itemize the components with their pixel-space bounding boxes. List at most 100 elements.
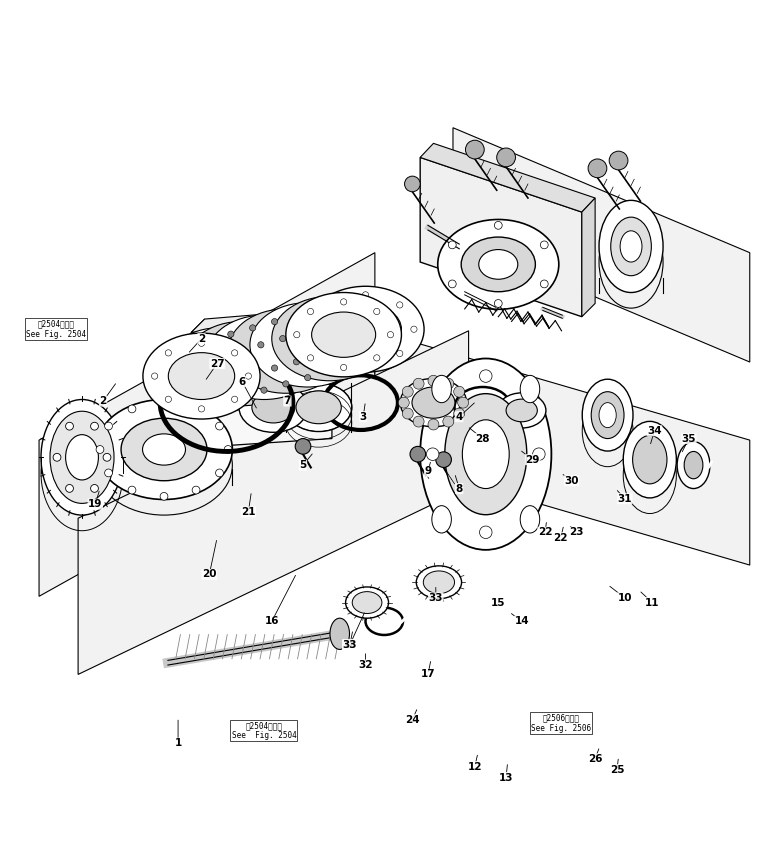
Ellipse shape (461, 237, 536, 292)
Circle shape (540, 241, 548, 249)
Ellipse shape (506, 399, 537, 422)
Polygon shape (191, 307, 345, 332)
Circle shape (198, 340, 205, 346)
Circle shape (337, 318, 344, 325)
Circle shape (152, 373, 158, 380)
Circle shape (428, 419, 439, 430)
Circle shape (326, 368, 333, 374)
Circle shape (294, 378, 300, 384)
Circle shape (224, 446, 232, 453)
Text: 14: 14 (515, 616, 529, 627)
Circle shape (328, 301, 334, 308)
Circle shape (286, 361, 292, 367)
Ellipse shape (437, 220, 559, 309)
Circle shape (351, 341, 358, 348)
Polygon shape (39, 253, 375, 596)
Ellipse shape (432, 506, 451, 533)
Circle shape (105, 469, 112, 477)
Circle shape (341, 299, 347, 305)
Circle shape (316, 325, 322, 331)
Circle shape (480, 370, 492, 382)
Text: 15: 15 (491, 598, 505, 608)
Circle shape (206, 337, 212, 344)
Circle shape (231, 396, 237, 402)
Text: 29: 29 (526, 455, 540, 464)
Circle shape (91, 422, 98, 430)
Ellipse shape (620, 231, 642, 262)
Circle shape (128, 486, 136, 494)
Circle shape (397, 301, 403, 308)
Circle shape (294, 358, 300, 365)
Circle shape (373, 355, 380, 361)
Circle shape (264, 367, 270, 373)
Text: 35: 35 (682, 434, 696, 443)
Circle shape (96, 446, 104, 453)
Circle shape (402, 408, 413, 419)
Circle shape (533, 448, 545, 460)
Ellipse shape (232, 335, 296, 380)
Text: 第2504図参照
See  Fig. 2504: 第2504図参照 See Fig. 2504 (232, 721, 296, 740)
Circle shape (436, 452, 451, 468)
Ellipse shape (143, 333, 260, 419)
Circle shape (166, 396, 172, 402)
Ellipse shape (285, 383, 351, 431)
Ellipse shape (420, 358, 551, 550)
Circle shape (103, 453, 111, 461)
Ellipse shape (462, 419, 509, 488)
Text: 8: 8 (455, 484, 463, 493)
Circle shape (160, 399, 168, 407)
Circle shape (187, 362, 200, 374)
Circle shape (402, 386, 413, 397)
Ellipse shape (296, 391, 341, 424)
Circle shape (294, 331, 300, 337)
Text: 5: 5 (299, 460, 307, 470)
Circle shape (231, 350, 237, 356)
Ellipse shape (312, 312, 376, 357)
Text: 11: 11 (645, 598, 659, 608)
Text: 第2506図参照
See Fig. 2506: 第2506図参照 See Fig. 2506 (531, 713, 590, 733)
Circle shape (413, 378, 424, 389)
Circle shape (410, 447, 426, 462)
Text: 第2504図参照
See Fig. 2504: 第2504図参照 See Fig. 2504 (27, 319, 86, 339)
Text: 18: 18 (343, 640, 357, 649)
Circle shape (413, 416, 424, 427)
Ellipse shape (239, 382, 308, 432)
Ellipse shape (142, 434, 185, 465)
Circle shape (359, 312, 366, 318)
Ellipse shape (188, 347, 252, 392)
Ellipse shape (121, 419, 207, 481)
Circle shape (184, 344, 191, 350)
Ellipse shape (497, 393, 546, 428)
Circle shape (239, 393, 245, 400)
Polygon shape (78, 331, 469, 674)
Circle shape (217, 400, 223, 406)
Text: 30: 30 (565, 475, 579, 486)
Polygon shape (420, 157, 582, 317)
Circle shape (91, 485, 98, 492)
Circle shape (166, 350, 172, 356)
Circle shape (250, 371, 256, 378)
Circle shape (328, 351, 334, 357)
Ellipse shape (307, 286, 424, 372)
Circle shape (66, 422, 73, 430)
Circle shape (443, 416, 454, 427)
Circle shape (305, 309, 311, 315)
Ellipse shape (41, 400, 123, 515)
Text: 34: 34 (647, 425, 662, 436)
Ellipse shape (330, 618, 350, 649)
Text: 6: 6 (238, 377, 246, 386)
Circle shape (609, 151, 628, 170)
Text: 1: 1 (174, 738, 182, 748)
Ellipse shape (591, 391, 624, 439)
Text: 7: 7 (284, 396, 291, 406)
Text: 22: 22 (538, 527, 552, 537)
Circle shape (258, 341, 264, 348)
Circle shape (443, 378, 454, 389)
Circle shape (272, 384, 278, 390)
Circle shape (272, 318, 278, 325)
Ellipse shape (633, 436, 667, 484)
Circle shape (192, 405, 200, 413)
Circle shape (454, 386, 465, 397)
Polygon shape (486, 262, 506, 278)
Circle shape (261, 322, 267, 328)
